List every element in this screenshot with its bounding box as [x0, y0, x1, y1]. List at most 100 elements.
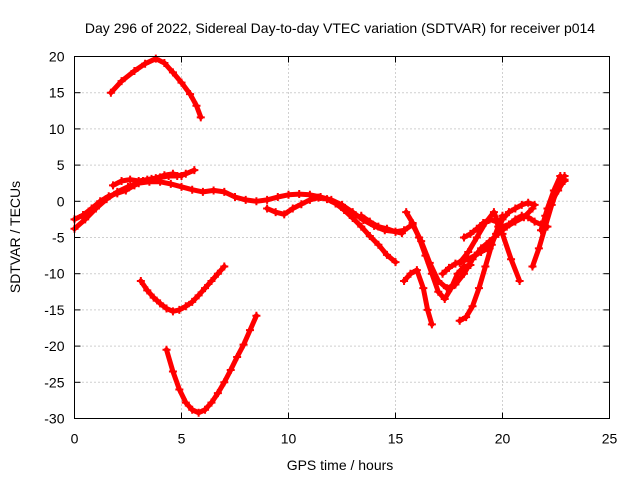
data-point — [348, 213, 357, 222]
series-line-5 — [264, 195, 398, 265]
data-point — [188, 297, 197, 306]
data-point — [134, 177, 143, 186]
data-point — [511, 215, 520, 224]
y-axis-label: SDTVAR / TECUs — [7, 181, 23, 293]
data-point — [331, 199, 340, 208]
data-point — [408, 219, 417, 228]
series-line-16 — [542, 177, 568, 219]
data-point — [485, 215, 494, 224]
data-point — [464, 247, 473, 256]
y-tick-label: 15 — [49, 85, 65, 101]
series-line-18 — [164, 313, 259, 416]
data-point — [504, 220, 513, 229]
data-point — [511, 204, 520, 213]
data-point — [537, 226, 546, 235]
data-point — [207, 398, 216, 407]
data-point — [492, 229, 501, 238]
data-point — [194, 291, 203, 300]
y-tick-label: 20 — [49, 49, 65, 65]
data-point — [560, 175, 569, 184]
data-point — [188, 405, 197, 414]
data-point — [177, 182, 186, 191]
data-point — [459, 233, 468, 242]
data-point — [524, 213, 533, 222]
data-point — [489, 208, 498, 217]
data-point — [474, 284, 483, 293]
data-point — [231, 192, 239, 201]
data-point — [181, 302, 190, 311]
data-point — [284, 190, 293, 199]
data-point — [245, 326, 254, 335]
data-point — [162, 345, 171, 354]
data-point — [382, 224, 391, 233]
data-point — [421, 251, 430, 260]
data-point — [220, 378, 229, 387]
data-point — [166, 179, 175, 188]
data-point — [198, 187, 207, 196]
x-tick-label: 0 — [71, 431, 79, 447]
x-tick-label: 20 — [495, 431, 511, 447]
data-point — [524, 198, 533, 207]
y-tick-labels: -30 -25 -20 -15 -10 -5 0 5 10 15 20 — [44, 49, 64, 427]
data-point — [117, 77, 126, 86]
data-point — [438, 269, 447, 278]
data-point — [453, 269, 462, 278]
data-point — [530, 217, 539, 226]
data-point — [149, 293, 158, 302]
data-point — [263, 204, 272, 213]
data-point — [455, 258, 464, 267]
data-point — [295, 190, 304, 199]
data-point — [382, 250, 391, 259]
data-point — [391, 227, 400, 236]
data-point — [143, 175, 152, 184]
data-point — [515, 276, 524, 285]
data-point — [357, 222, 366, 231]
data-point — [106, 88, 115, 97]
data-point — [109, 181, 118, 190]
data-point — [252, 311, 261, 320]
data-point — [121, 186, 130, 195]
data-point — [113, 189, 122, 198]
data-point — [213, 389, 222, 398]
data-point — [498, 215, 507, 224]
data-point — [117, 177, 126, 186]
data-point — [87, 204, 96, 213]
data-point — [168, 367, 177, 376]
data-point — [104, 192, 113, 201]
data-point — [168, 169, 177, 178]
data-point — [462, 313, 471, 322]
x-tick-label: 5 — [178, 431, 186, 447]
data-point — [477, 247, 486, 256]
data-point — [547, 197, 556, 206]
data-point — [400, 226, 409, 235]
data-series — [70, 54, 569, 417]
data-point — [440, 295, 449, 304]
axis-ticks — [74, 56, 610, 419]
data-point — [472, 233, 481, 242]
data-point — [220, 187, 229, 196]
data-point — [466, 229, 475, 238]
data-point — [517, 200, 526, 209]
data-point — [470, 251, 479, 260]
data-point — [400, 276, 409, 285]
data-point — [445, 263, 453, 272]
data-point — [492, 217, 501, 226]
data-point — [252, 197, 261, 206]
data-point — [273, 192, 282, 201]
data-point — [297, 200, 306, 209]
data-point — [447, 284, 456, 293]
data-point — [406, 269, 415, 278]
data-point — [365, 217, 374, 226]
data-point — [141, 59, 150, 68]
data-point — [415, 233, 424, 242]
data-point — [175, 305, 184, 314]
data-point — [391, 258, 400, 267]
data-point — [459, 262, 468, 271]
data-point — [81, 215, 90, 224]
data-point — [427, 269, 436, 278]
data-point — [365, 232, 374, 241]
data-point — [556, 171, 565, 180]
y-tick-label: -25 — [44, 374, 64, 390]
data-point — [220, 262, 229, 271]
data-point — [201, 284, 210, 293]
